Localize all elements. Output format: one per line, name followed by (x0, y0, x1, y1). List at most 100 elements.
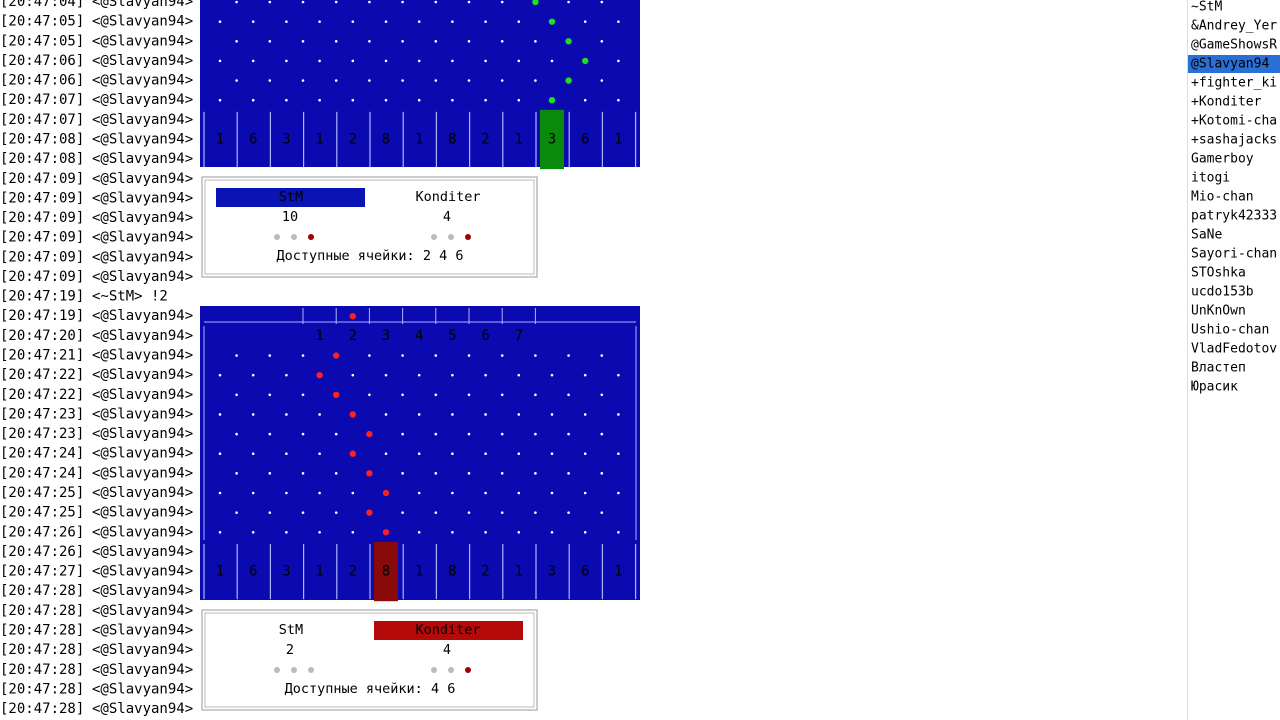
peg (285, 491, 288, 495)
user[interactable]: Ushio-chan (1191, 323, 1269, 338)
cell-number: 4 (439, 248, 447, 264)
user[interactable]: ucdo153b (1191, 285, 1254, 300)
cell-number: 4 (431, 681, 439, 697)
nick: <@Slavyan94> (92, 485, 193, 501)
peg (451, 530, 454, 534)
timestamp: [20:47:24] (0, 446, 84, 462)
peg (251, 452, 255, 456)
timestamp: [20:47:04] (0, 0, 84, 10)
active-player-bar (374, 621, 523, 640)
nick: <@Slavyan94> (92, 131, 193, 147)
nick: <@Slavyan94> (92, 524, 193, 540)
peg (484, 491, 487, 495)
peg (500, 0, 504, 4)
user[interactable]: @GameShowsR (1191, 38, 1277, 53)
message: !2 (151, 289, 168, 305)
user[interactable]: SaNe (1191, 228, 1222, 243)
peg (235, 432, 238, 436)
peg (251, 20, 255, 23)
user[interactable]: +fighter_ki (1191, 76, 1277, 91)
peg (268, 393, 272, 397)
peg (517, 373, 521, 377)
peg (484, 98, 487, 102)
peg (251, 413, 255, 416)
ball (532, 0, 539, 6)
nick: <@Slavyan94> (92, 33, 193, 49)
peg (534, 354, 537, 357)
user[interactable]: +sashajacks (1191, 133, 1277, 148)
nick: <@Slavyan94> (92, 465, 193, 481)
ball (333, 352, 340, 359)
timestamp: [20:47:09] (0, 249, 84, 265)
slot-value: 1 (415, 131, 423, 147)
peg (401, 39, 404, 43)
peg (417, 413, 421, 416)
ball (582, 57, 589, 65)
user[interactable]: ~StM (1191, 0, 1222, 15)
user[interactable]: UnKnOwn (1191, 304, 1246, 319)
user[interactable]: VladFedotov (1191, 342, 1277, 357)
peg (550, 491, 554, 495)
peg (351, 59, 355, 63)
user[interactable]: @Slavyan94 (1191, 57, 1269, 72)
user[interactable]: +Konditer (1191, 95, 1262, 110)
user[interactable]: itogi (1191, 171, 1230, 186)
timestamp: [20:47:22] (0, 367, 84, 383)
cell-number: 6 (455, 248, 463, 264)
user[interactable]: Mio-chan (1191, 190, 1254, 205)
user[interactable]: Gamerboy (1191, 152, 1254, 167)
player-score: 4 (443, 209, 451, 225)
user[interactable]: &Andrey_Yer (1191, 19, 1277, 34)
peg (318, 413, 321, 416)
player-score: 10 (282, 209, 298, 225)
user[interactable]: STOshka (1191, 266, 1246, 281)
user-list: ~StM&Andrey_Yer @GameShowsR @Slavyan94 +fig… (1188, 0, 1280, 395)
slot-value: 6 (249, 131, 257, 147)
timestamp: [20:47:25] (0, 485, 84, 501)
peg (301, 472, 305, 475)
peg (467, 39, 471, 43)
peg (218, 373, 222, 377)
peg (251, 491, 255, 495)
ball (366, 509, 373, 516)
peg (434, 511, 438, 514)
slot-value: 2 (349, 564, 357, 580)
slot-value: 3 (548, 564, 556, 580)
peg (484, 373, 487, 377)
peg (484, 452, 487, 456)
score-panel-inner (204, 179, 535, 275)
peg (218, 530, 222, 534)
peg (268, 511, 272, 514)
peg (401, 354, 404, 357)
game-board (200, 0, 640, 167)
user[interactable]: Властеп (1191, 361, 1246, 376)
timestamp: [20:47:28] (0, 622, 84, 638)
ball (548, 18, 556, 25)
peg (583, 413, 587, 416)
peg (301, 0, 305, 4)
nick: <@Slavyan94> (92, 544, 193, 560)
peg (583, 20, 587, 23)
peg (583, 491, 587, 495)
peg (467, 432, 471, 436)
user[interactable]: +Kotomi-cha (1191, 114, 1277, 129)
user[interactable]: Sayori-chan (1191, 247, 1277, 262)
user[interactable]: Юрасик (1191, 380, 1238, 395)
column-number: 1 (315, 328, 323, 344)
peg (451, 452, 454, 456)
ball (366, 470, 373, 477)
nick: <~StM> (92, 289, 143, 305)
slot-value: 2 (481, 564, 489, 580)
peg (285, 413, 288, 416)
peg (417, 59, 421, 63)
slot-value: 1 (415, 564, 423, 580)
user[interactable]: patryk42333 (1191, 209, 1277, 224)
peg (235, 472, 238, 475)
slot-value: 1 (614, 131, 622, 147)
peg (318, 20, 321, 23)
peg (318, 98, 321, 102)
peg (417, 452, 421, 456)
peg (218, 20, 222, 23)
peg (285, 452, 288, 456)
player-name: StM (279, 622, 303, 638)
